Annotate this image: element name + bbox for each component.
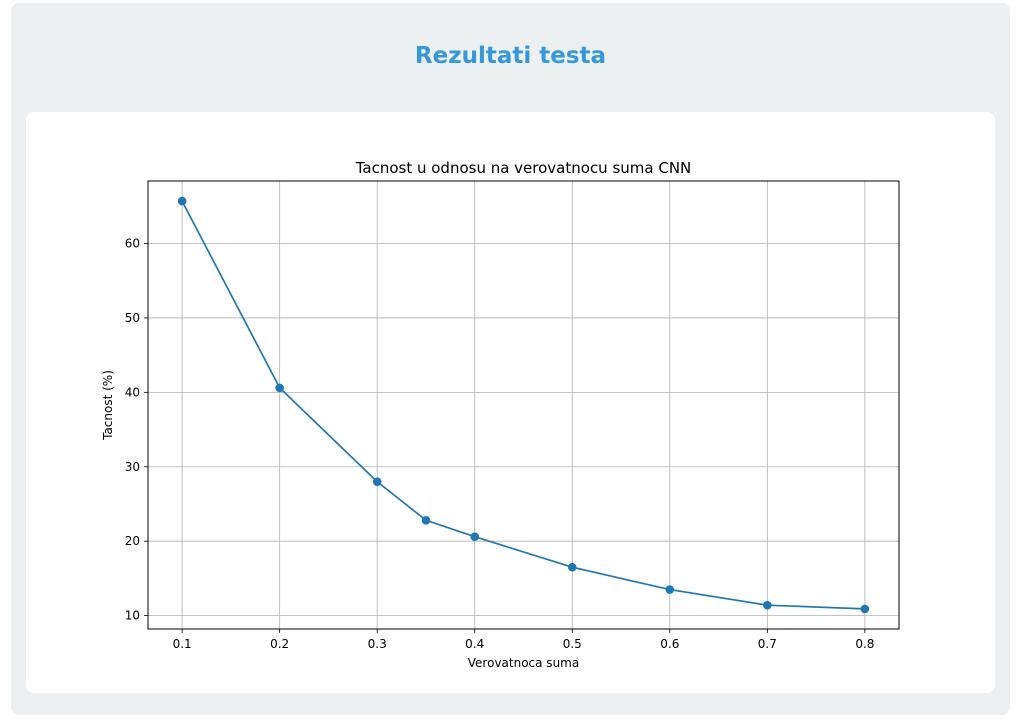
data-point [275, 383, 284, 393]
y-tick-label: 50 [125, 311, 140, 325]
ticks: 0.1 0.2 0.3 0.4 0.5 0.6 0.7 0.8 10 20 30 40 50 60 [125, 237, 875, 651]
x-tick-label: 0.7 [758, 637, 777, 651]
y-tick-label: 20 [125, 534, 140, 548]
y-tick-label: 10 [125, 609, 140, 623]
grid-lines [148, 181, 899, 629]
plot-frame [147, 180, 900, 630]
accuracy-line-chart: 0.1 0.2 0.3 0.4 0.5 0.6 0.7 0.8 10 20 30 40 50 60 Tac… [101, 159, 900, 670]
x-tick-label: 0.2 [270, 637, 289, 651]
results-page: Rezultati testa 0.1 0.2 0.3 0.4 0.5 0.6 0.7 0.8… [11, 3, 1010, 715]
series-line [181, 200, 865, 610]
data-point [421, 516, 431, 525]
data-point [567, 562, 577, 572]
data-point [665, 585, 675, 594]
data-point [860, 604, 870, 614]
chart-card: 0.1 0.2 0.3 0.4 0.5 0.6 0.7 0.8 10 20 30 40 50 60 Tac… [26, 112, 995, 693]
data-point [372, 477, 382, 486]
y-tick-label: 40 [125, 385, 140, 399]
data-point [763, 600, 772, 610]
y-tick-label: 30 [125, 460, 140, 474]
x-tick-label: 0.1 [173, 637, 192, 651]
x-tick-label: 0.3 [368, 637, 387, 651]
x-tick-label: 0.5 [563, 637, 582, 651]
series-layer [177, 196, 870, 614]
data-point [177, 196, 187, 206]
x-axis-label: Verovatnoca suma [468, 656, 579, 670]
chart-title: Tacnost u odnosu na verovatnocu suma CNN [355, 159, 692, 177]
y-axis-label: Tacnost (%) [101, 370, 115, 441]
x-tick-label: 0.8 [855, 637, 874, 651]
x-tick-label: 0.4 [465, 637, 484, 651]
data-point [470, 532, 480, 542]
y-tick-label: 60 [125, 237, 140, 251]
page-title: Rezultati testa [414, 43, 607, 69]
x-tick-label: 0.6 [660, 637, 679, 651]
